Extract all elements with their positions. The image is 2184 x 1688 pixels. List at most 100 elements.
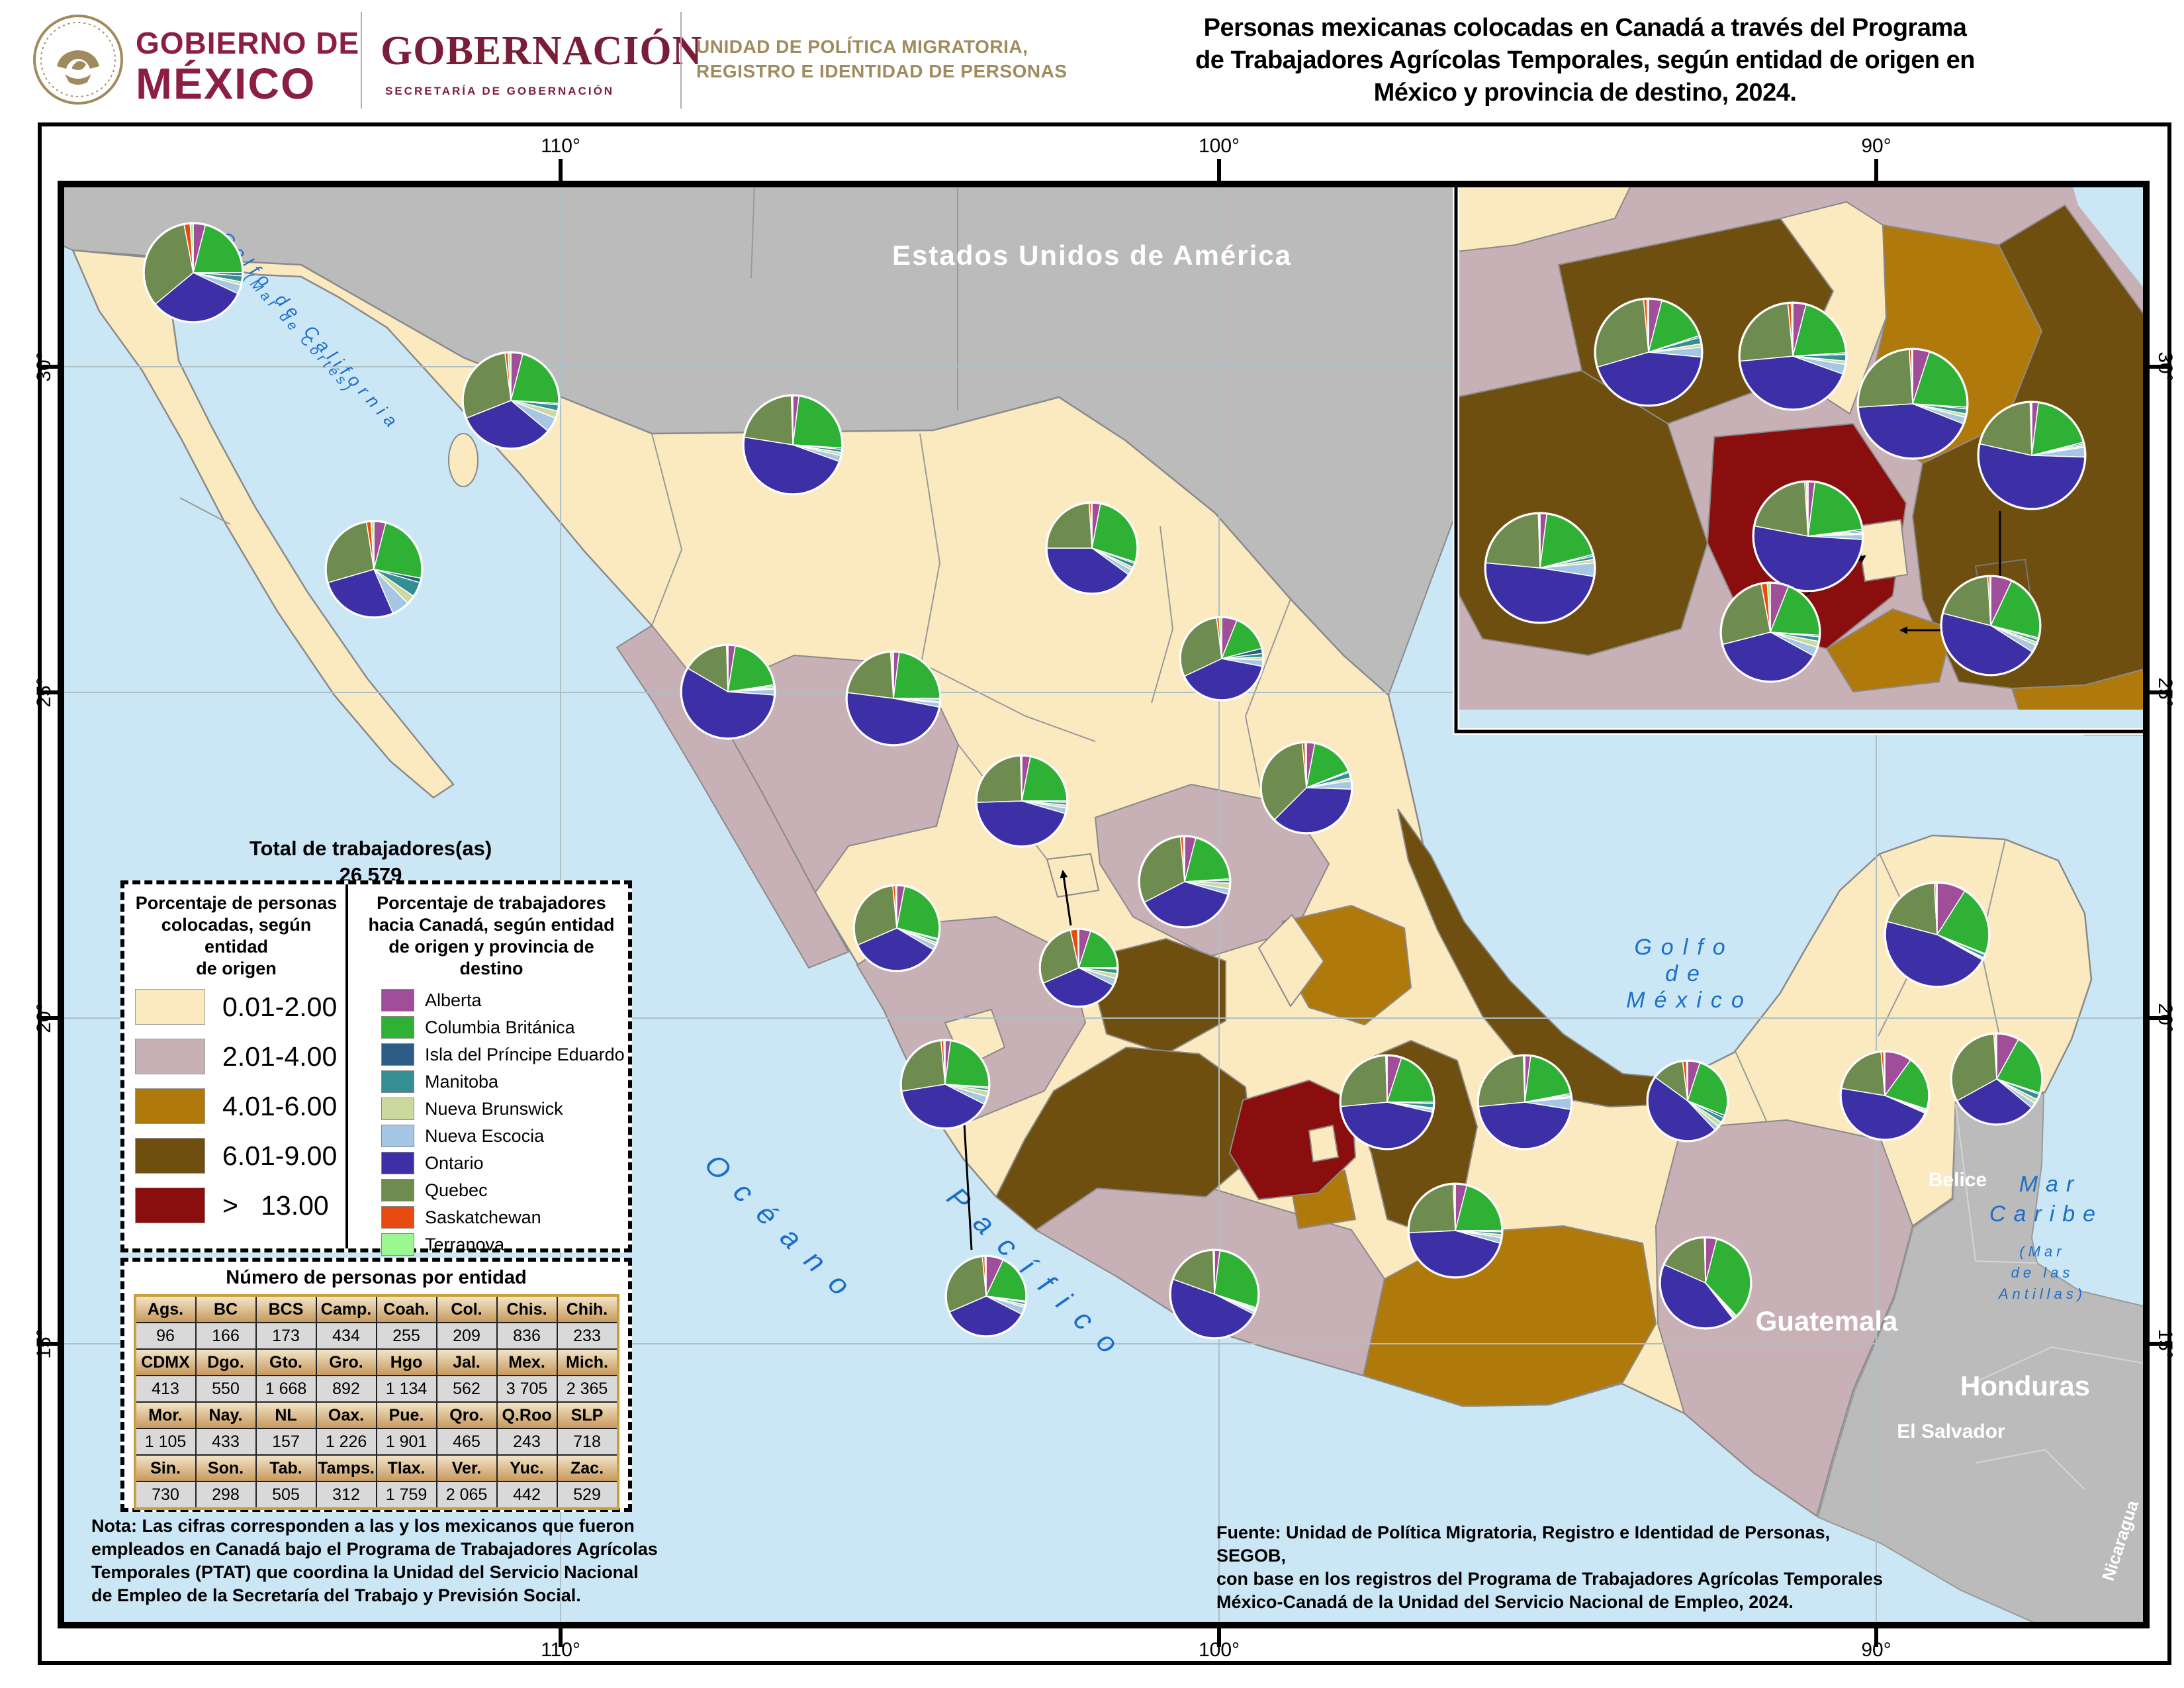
province-label-quebec: Quebec <box>425 1180 488 1200</box>
inset-frame <box>1454 184 2146 733</box>
table-header-1-5: Jal. <box>435 1348 498 1376</box>
map-title: Personas mexicanas colocadas en Canadá a… <box>1195 14 1976 107</box>
table-title: Número de personas por entidad <box>226 1267 527 1288</box>
table-value-3-7: 529 <box>556 1481 619 1509</box>
table-value-0-5: 209 <box>435 1322 498 1350</box>
table-value-2-2: 157 <box>255 1428 317 1456</box>
pie-yuc <box>1884 881 1991 988</box>
pie-ring-mich <box>1484 512 1596 624</box>
pie-ring-slp <box>1138 835 1232 929</box>
table-value-3-3: 312 <box>315 1481 377 1509</box>
brand-mexico: MÉXICO <box>136 59 316 108</box>
unit-name: UNIDAD DE POLÍTICA MIGRATORIA, REGISTRO … <box>696 36 1068 81</box>
axis-bottom-90: 90° <box>1861 1639 1891 1661</box>
pie-nl <box>1179 616 1265 702</box>
table-value-1-4: 1 134 <box>375 1375 437 1403</box>
province-swatch-quebec <box>381 1179 414 1201</box>
table-value-0-1: 166 <box>195 1322 257 1350</box>
pie-ring-nay <box>852 884 941 972</box>
class-swatch-0 <box>135 989 205 1025</box>
province-swatch-saskatchewan <box>381 1206 414 1229</box>
pie-son <box>461 351 561 450</box>
province-swatch-escocia <box>381 1125 414 1147</box>
pie-ring-hgo <box>1856 348 1969 460</box>
inset-ocean-strip <box>1456 710 2146 731</box>
pie-slice-mich-terranova <box>1539 513 1541 569</box>
pie-chih <box>742 394 844 496</box>
pie-tab <box>1646 1059 1729 1143</box>
label-golfo-mexico-1: Golfo <box>1634 935 1734 960</box>
pie-ring-ags <box>1038 927 1119 1008</box>
legend-province-row: Alberta <box>357 989 625 1011</box>
class-label-4: > 13.00 <box>222 1190 329 1221</box>
pie-cdmx <box>1719 581 1821 683</box>
legend-province-row: Saskatchewan <box>357 1206 625 1229</box>
pie-dgo <box>845 650 942 747</box>
legend-province-row: Ontario <box>357 1152 625 1174</box>
table-header-2-5: Qro. <box>435 1401 498 1429</box>
legend-province-row: Nueva Brunswick <box>357 1098 625 1120</box>
legend-province-row: Manitoba <box>357 1070 625 1093</box>
header-divider-2 <box>680 12 682 109</box>
axis-bottom-110: 110° <box>541 1639 580 1661</box>
table-value-2-6: 243 <box>496 1428 558 1456</box>
label-guatemala: Guatemala <box>1756 1305 1898 1336</box>
table-value-2-5: 465 <box>435 1428 498 1456</box>
table-value-1-5: 562 <box>435 1375 498 1403</box>
pie-ags <box>1038 927 1119 1008</box>
inset-cdmx <box>1855 518 1909 583</box>
axis-right-20: 20° <box>2154 1003 2176 1033</box>
table-value-0-7: 233 <box>556 1322 619 1350</box>
axis-top-110: 110° <box>541 135 580 157</box>
province-label-brunswick: Nueva Brunswick <box>425 1098 563 1119</box>
table-value-0-0: 96 <box>134 1322 197 1350</box>
legend-panel: Porcentaje de personas colocadas, según … <box>120 880 632 1256</box>
pie-ring-dgo <box>845 650 942 747</box>
pie-ring-tab <box>1646 1059 1729 1143</box>
legend-province-row: Nueva Escocia <box>357 1125 625 1147</box>
map-frame <box>58 181 2150 1628</box>
axis-left-15: 15° <box>33 1329 55 1358</box>
province-swatch-alberta <box>381 989 414 1011</box>
province-swatch-brunswick <box>381 1098 414 1120</box>
table-header-2-0: Mor. <box>134 1401 197 1429</box>
axis-top-90: 90° <box>1861 135 1891 157</box>
pie-slice-zac-terranova <box>1021 755 1023 802</box>
table-value-2-3: 1 226 <box>315 1428 377 1456</box>
table-header-1-0: CDMX <box>134 1348 197 1376</box>
legend-origin-classes: 0.01-2.00 2.01-4.00 4.01-6.00 6.01-9.00 > 13… <box>131 989 341 1223</box>
pie-ring-pue <box>1339 1054 1435 1150</box>
arrow-aguascalientes <box>1060 870 1072 926</box>
pie-ring-yuc <box>1884 881 1991 988</box>
table-value-3-0: 730 <box>134 1481 197 1509</box>
legend-class-row: 0.01-2.00 <box>131 989 341 1025</box>
province-swatch-columbia <box>381 1016 414 1039</box>
pie-ring-tamps <box>1259 741 1353 835</box>
table-value-2-1: 433 <box>195 1428 257 1456</box>
pie-ring-oax <box>1407 1182 1504 1279</box>
label-golfo-mexico-2: de <box>1665 961 1709 986</box>
pie-ring-son <box>461 351 561 450</box>
table-value-1-7: 2 365 <box>556 1375 619 1403</box>
isla-tiburon <box>448 433 478 487</box>
axis-left-25: 25° <box>33 677 55 707</box>
pies-inset <box>1484 297 2087 683</box>
pie-mor <box>1940 575 2042 677</box>
table-value-2-7: 718 <box>556 1428 619 1456</box>
class-label-0: 0.01-2.00 <box>222 991 338 1022</box>
pie-slice-tlax-terranova <box>2030 402 2032 456</box>
table-value-1-6: 3 705 <box>496 1375 558 1403</box>
table-header-0-7: Chih. <box>556 1295 619 1323</box>
table-value-3-1: 298 <box>195 1481 257 1509</box>
table-header-0-5: Col. <box>435 1295 498 1323</box>
pie-col <box>944 1254 1028 1338</box>
pie-slice-ver-terranova <box>1524 1055 1525 1103</box>
central-america-borders <box>1955 1103 2146 1490</box>
table-header-2-1: Nay. <box>195 1401 257 1429</box>
note-text: Nota: Las cifras corresponden a las y lo… <box>91 1516 658 1605</box>
pies-main <box>142 222 2044 1340</box>
axis-left-20: 20° <box>33 1003 55 1033</box>
legend-provinces: Porcentaje de trabajadores hacia Canadá,… <box>348 884 628 1256</box>
table-header-1-4: Hgo <box>375 1348 437 1376</box>
